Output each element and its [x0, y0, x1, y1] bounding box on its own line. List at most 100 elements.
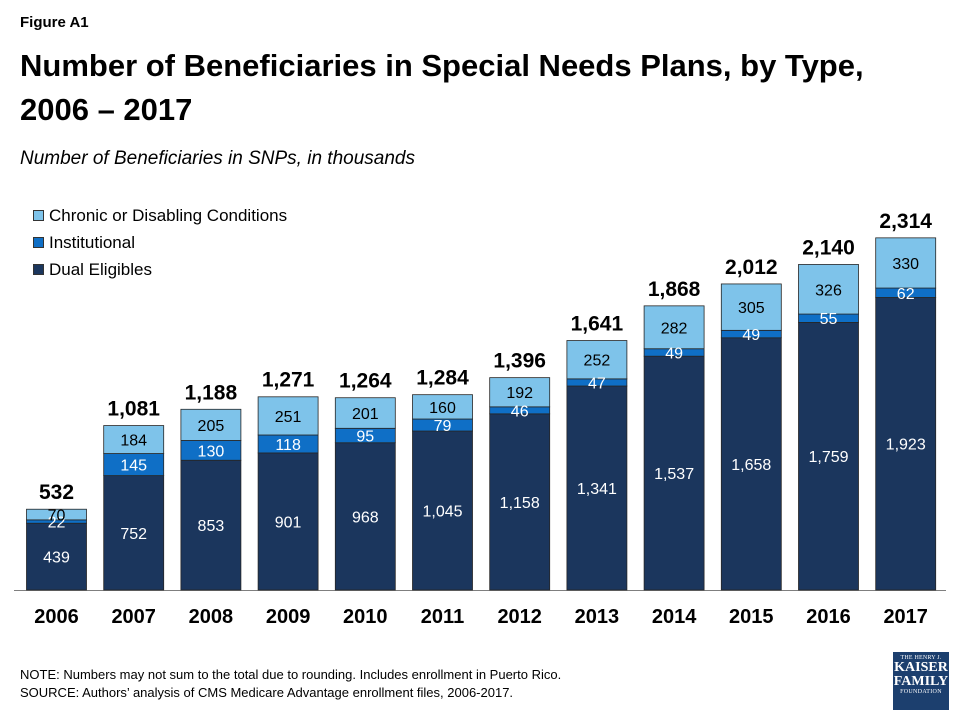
bar-segment-chronic-2015 [720, 283, 782, 331]
data-label-dual-2009: 901 [275, 514, 302, 531]
bar-segment-dual-2006 [26, 522, 87, 591]
data-label-dual-2014: 1,537 [654, 466, 694, 483]
data-label-chronic-2011: 160 [429, 400, 456, 417]
data-label-chronic-2007: 184 [120, 433, 147, 450]
total-label-2015: 2,012 [725, 256, 778, 279]
bar-segment-chronic-2010 [334, 397, 396, 429]
total-label-2010: 1,264 [339, 370, 392, 393]
bar-segment-dual-2010 [334, 442, 396, 591]
x-tick-label-2006: 2006 [34, 606, 79, 628]
data-label-institutional-2007: 145 [120, 458, 147, 475]
data-label-institutional-2015: 49 [742, 327, 760, 344]
total-label-2012: 1,396 [493, 350, 546, 373]
data-label-dual-2013: 1,341 [577, 481, 617, 498]
legend-swatch-chronic [33, 210, 44, 221]
logo-line1: THE HENRY J. [900, 655, 942, 661]
x-tick-label-2017: 2017 [883, 606, 928, 628]
x-tick-label-2009: 2009 [266, 606, 311, 628]
bar-segment-dual-2016 [798, 322, 859, 591]
bar-segment-chronic-2011 [412, 394, 473, 420]
data-label-chronic-2012: 192 [506, 385, 533, 402]
data-label-chronic-2017: 330 [892, 256, 919, 273]
data-label-institutional-2017: 62 [897, 286, 915, 303]
data-label-institutional-2008: 130 [198, 443, 225, 460]
bar-segment-dual-2011 [412, 430, 473, 591]
legend-label-chronic: Chronic or Disabling Conditions [49, 205, 288, 225]
total-label-2017: 2,314 [879, 210, 932, 233]
data-label-dual-2017: 1,923 [886, 437, 926, 454]
bar-segment-dual-2009 [257, 452, 319, 591]
total-label-2014: 1,868 [648, 278, 701, 301]
data-label-dual-2015: 1,658 [731, 457, 771, 474]
bar-segment-chronic-2014 [643, 305, 705, 350]
bar-segment-chronic-2009 [257, 396, 319, 436]
x-tick-label-2016: 2016 [806, 606, 851, 628]
total-label-2006: 532 [39, 481, 74, 504]
data-label-chronic-2014: 282 [661, 320, 688, 337]
total-label-2013: 1,641 [571, 312, 624, 335]
data-label-dual-2007: 752 [120, 526, 147, 543]
total-label-2008: 1,188 [185, 381, 238, 404]
bar-segment-chronic-2006 [26, 508, 87, 521]
data-label-dual-2010: 968 [352, 509, 379, 526]
legend: Chronic or Disabling Conditions Institut… [33, 202, 287, 283]
note-text: NOTE: Numbers may not sum to the total d… [20, 667, 562, 682]
x-tick-label-2008: 2008 [189, 606, 234, 628]
data-label-institutional-2014: 49 [665, 345, 683, 362]
data-label-chronic-2013: 252 [584, 353, 611, 370]
data-label-dual-2006: 439 [43, 550, 70, 567]
data-label-institutional-2006: 22 [48, 515, 66, 532]
kff-logo: THE HENRY J. KAISER FAMILY FOUNDATION [893, 652, 949, 710]
bar-segment-dual-2013 [566, 385, 628, 591]
data-label-institutional-2013: 47 [588, 375, 606, 392]
data-label-dual-2008: 853 [198, 518, 225, 535]
bar-segment-chronic-2012 [489, 377, 551, 408]
x-tick-label-2014: 2014 [652, 606, 697, 628]
x-tick-label-2010: 2010 [343, 606, 388, 628]
data-label-dual-2016: 1,759 [808, 449, 848, 466]
data-label-institutional-2016: 55 [820, 311, 838, 328]
logo-line3: FAMILY [893, 674, 949, 689]
chart-title: Number of Beneficiaries in Special Needs… [20, 48, 864, 127]
bar-segment-dual-2012 [489, 413, 551, 591]
x-tick-label-2015: 2015 [729, 606, 774, 628]
total-label-2011: 1,284 [416, 367, 469, 390]
data-label-chronic-2015: 305 [738, 300, 765, 317]
data-label-institutional-2012: 46 [511, 403, 529, 420]
data-label-chronic-2006: 70 [48, 508, 66, 525]
x-tick-label-2012: 2012 [497, 606, 542, 628]
total-label-2009: 1,271 [262, 369, 315, 392]
data-label-institutional-2009: 118 [275, 437, 301, 454]
logo-line4: FOUNDATION [900, 689, 942, 695]
bar-segment-chronic-2007 [103, 425, 165, 454]
bar-segment-chronic-2013 [566, 340, 628, 380]
bar-segment-chronic-2017 [875, 237, 937, 289]
x-tick-label-2013: 2013 [575, 606, 620, 628]
x-tick-label-2007: 2007 [111, 606, 156, 628]
chart-subtitle: Number of Beneficiaries in SNPs, in thou… [20, 148, 415, 169]
legend-swatch-dual [33, 264, 44, 275]
legend-item-dual: Dual Eligibles [33, 256, 287, 283]
data-label-institutional-2010: 95 [356, 429, 374, 446]
data-label-chronic-2016: 326 [815, 282, 842, 299]
data-label-dual-2011: 1,045 [422, 504, 462, 521]
bar-segment-dual-2008 [180, 459, 242, 591]
bar-segment-dual-2015 [720, 337, 782, 591]
bar-segment-chronic-2016 [798, 264, 859, 315]
data-label-chronic-2010: 201 [352, 406, 379, 423]
total-label-2016: 2,140 [802, 236, 855, 259]
legend-label-dual: Dual Eligibles [49, 259, 152, 279]
legend-item-institutional: Institutional [33, 229, 287, 256]
x-tick-label-2011: 2011 [421, 606, 464, 628]
data-label-institutional-2011: 79 [434, 418, 452, 435]
legend-swatch-institutional [33, 237, 44, 248]
notes: NOTE: Numbers may not sum to the total d… [20, 666, 561, 702]
legend-label-institutional: Institutional [49, 232, 135, 252]
data-label-dual-2012: 1,158 [500, 495, 540, 512]
figure-label: Figure A1 [20, 14, 89, 31]
bar-segment-chronic-2008 [180, 408, 242, 441]
bar-segment-dual-2014 [643, 355, 705, 591]
data-label-chronic-2009: 251 [275, 409, 302, 426]
legend-item-chronic: Chronic or Disabling Conditions [33, 202, 287, 229]
